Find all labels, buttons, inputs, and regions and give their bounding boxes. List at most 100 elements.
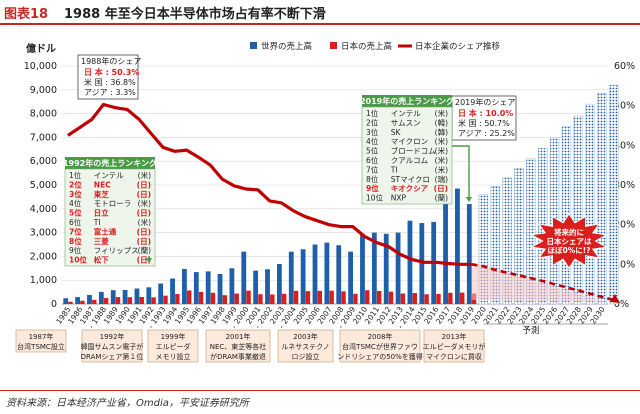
event-text: 2008年 [368,332,393,341]
bar-japan [68,301,73,304]
ranking-country: (日) [137,227,151,236]
bar-world [288,251,294,304]
ranking-company: インテル [391,109,421,118]
y-right-tick: 50% [614,101,635,112]
source-note: 资料来源：日本经济产业省，Omdia，平安证券研究所 [6,398,249,409]
y-left-tick: 2,000 [30,251,57,262]
share-box-row: 米 国 : 36.8% [84,77,136,87]
bar-japan [293,290,299,304]
bar-world [146,287,152,304]
ranking-country: (米) [138,170,151,180]
bar-japan [353,293,358,304]
ranking-rank: 6位 [69,217,82,227]
legend-swatch [250,42,257,49]
bar-world [336,245,342,304]
ranking-company: TI [390,165,398,174]
forecast-label: 予測 [522,325,539,336]
event-box [15,329,67,353]
ranking-country: (米) [435,146,448,156]
event-box [339,329,421,363]
ranking-country: (日) [137,237,151,246]
event-text: エルピーダメモリが [423,342,486,351]
figure-header: 图表18 1988 年至今日本半导体市场占有率不断下滑 [0,0,640,24]
bar-world [87,294,92,304]
legend-swatch [330,42,337,49]
bar-world [466,204,472,304]
bar-world [455,188,460,304]
ranking-company: 松下 [94,255,109,265]
y-left-tick: 9,000 [30,85,57,96]
y-left-tick: 4,000 [30,204,57,215]
bar-world [205,271,211,304]
ranking-country: (日) [137,209,151,218]
ranking-company: マイクロン [391,137,428,146]
bar-japan [317,290,322,304]
ranking-country: (日) [137,256,151,265]
bar-world [158,283,164,304]
bar-japan [400,293,406,304]
ranking-rank: 6位 [366,155,379,165]
ranking-country: (韓) [435,127,448,137]
event-text: DRAMシェア第１位 [81,352,144,361]
bar-japan [139,296,144,304]
ranking-title-bar [362,95,452,107]
y-right-tick: 30% [614,180,635,191]
share-box-row: 米 国 : 50.7% [458,118,510,128]
event-box [423,329,485,363]
ranking-company: 東芝 [94,189,109,199]
bar-world [253,270,259,304]
bar-japan [163,295,168,304]
y-right-tick: 20% [614,220,635,231]
bar-world-forecast [597,93,607,305]
bar-world [122,289,128,304]
legend-label: 日本の売上高 [341,41,392,52]
bar-japan [187,290,192,304]
bar-japan [103,298,109,304]
bar-japan [412,293,417,304]
y-left-tick: 6,000 [30,156,57,167]
share-box-row: アジア : 3.3% [84,88,136,97]
share-box-row: 日 本 : 50.3% [84,67,139,77]
ranking-rank: 3位 [69,189,82,199]
ranking-company: 三菱 [94,236,109,246]
event-box [81,329,143,363]
event-text: エルピーダ [156,342,191,351]
y-left-tick: 3,000 [30,228,57,239]
ranking-rank: 7位 [366,164,379,174]
starburst-text: 日本シェアは [547,236,592,246]
starburst-text: ほぼ0%に!? [547,245,590,255]
ranking-company: 日立 [94,208,109,218]
ranking-country: (米) [435,108,448,118]
bar-world [229,268,235,304]
event-text: 台湾TSMC設立 [17,342,65,351]
bar-world [265,269,270,304]
bar-japan [198,291,204,304]
event-text: マイクロンに買収 [426,353,482,361]
share-box-title: 2019年のシェア [455,97,515,107]
bar-world [312,244,318,304]
ranking-title: 1992年の売上ランキング [63,158,157,168]
event-text: 2013年 [442,332,467,341]
share-line [67,102,620,304]
bar-japan [258,294,263,304]
ranking-country: (蘭) [435,193,448,203]
bar-japan [448,292,453,304]
y-right-tick: 60% [614,61,635,72]
ranking-rank: 9位 [69,245,82,255]
ranking-pointer-head [146,258,152,263]
ranking-company: クアルコム [391,156,428,165]
share-box-1988 [77,54,139,100]
ranking-rank: 5位 [366,146,379,156]
bar-world [134,288,140,304]
bar-japan [151,297,156,304]
y-right-tick: 40% [614,140,635,151]
ranking-rank: 7位 [69,226,82,236]
event-text: 1999年 [161,332,186,341]
bar-japan [388,291,394,304]
bar-world-forecast [609,84,619,305]
event-text: 2001年 [226,332,251,341]
header-divider [0,23,640,25]
event-box [147,329,199,363]
